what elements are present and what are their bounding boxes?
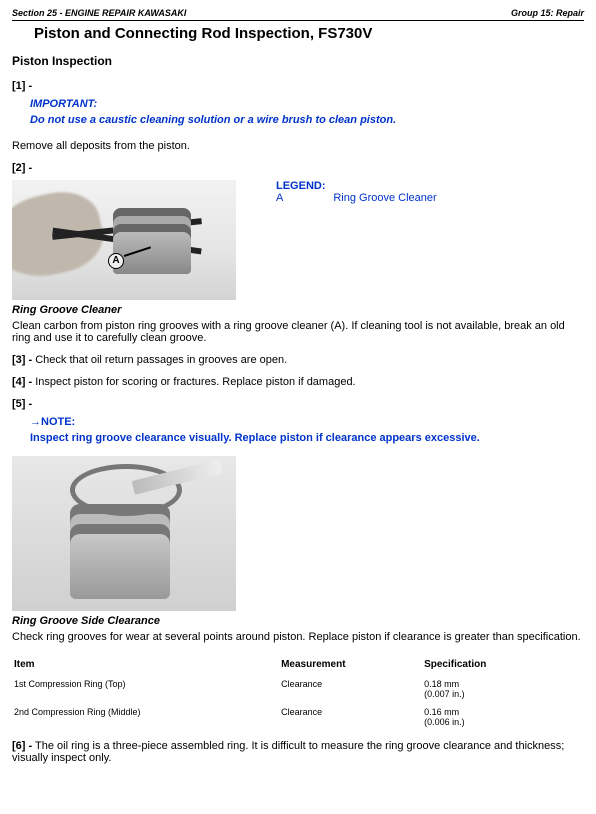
header-right: Group 15: Repair (511, 8, 584, 18)
piston-shape-1 (113, 208, 191, 274)
spec-h-specification: Specification (424, 655, 582, 674)
figure-ring-groove-cleaner: A (12, 180, 236, 300)
step-6-text: [6] - The oil ring is a three-piece asse… (12, 740, 564, 764)
spec-header-row: Item Measurement Specification (14, 655, 582, 674)
figure-1-row: A LEGEND: A Ring Groove Cleaner (12, 180, 584, 300)
spec-h-item: Item (14, 655, 279, 674)
spec-r1-spec: 0.18 mm (0.007 in.) (424, 676, 582, 702)
legend-key-a: A (276, 192, 283, 204)
important-label: IMPORTANT: (30, 98, 584, 110)
step-4-text: [4] - Inspect piston for scoring or frac… (12, 376, 356, 388)
step-1-num: [1] - (12, 80, 584, 92)
spec-r1-mm: 0.18 mm (424, 679, 582, 689)
step-3-text: [3] - Check that oil return passages in … (12, 354, 287, 366)
note-text: Inspect ring groove clearance visually. … (30, 432, 584, 444)
header-left: Section 25 - ENGINE REPAIR KAWASAKI (12, 8, 186, 18)
callout-label-a: A (108, 253, 124, 269)
legend-val-a: Ring Groove Cleaner (333, 192, 436, 204)
spec-r2-in: (0.006 in.) (424, 717, 582, 727)
spec-r1-item: 1st Compression Ring (Top) (14, 676, 279, 702)
body-remove-deposits: Remove all deposits from the piston. (12, 140, 584, 152)
note-label: →NOTE: (30, 416, 584, 428)
page-title: Piston and Connecting Rod Inspection, FS… (34, 25, 584, 42)
page-header: Section 25 - ENGINE REPAIR KAWASAKI Grou… (12, 8, 584, 21)
figure-1-caption: Ring Groove Cleaner (12, 304, 584, 316)
step-6: [6] - The oil ring is a three-piece asse… (12, 740, 584, 764)
legend-row-a: A Ring Groove Cleaner (276, 192, 437, 204)
legend-title: LEGEND: (276, 180, 437, 192)
step-2-num: [2] - (12, 162, 584, 174)
figure-2-text: Check ring grooves for wear at several p… (12, 631, 584, 643)
spec-row-1: 1st Compression Ring (Top) Clearance 0.1… (14, 676, 582, 702)
spec-r2-spec: 0.16 mm (0.006 in.) (424, 704, 582, 730)
spec-r1-measurement: Clearance (281, 676, 422, 702)
spec-h-measurement: Measurement (281, 655, 422, 674)
page-subtitle: Piston Inspection (12, 54, 584, 68)
spec-r1-in: (0.007 in.) (424, 689, 582, 699)
legend-block: LEGEND: A Ring Groove Cleaner (276, 180, 437, 204)
figure-2-caption: Ring Groove Side Clearance (12, 615, 584, 627)
important-text: Do not use a caustic cleaning solution o… (30, 114, 584, 126)
step-3: [3] - Check that oil return passages in … (12, 354, 584, 366)
spec-r2-mm: 0.16 mm (424, 707, 582, 717)
figure-ring-groove-side-clearance (12, 456, 236, 611)
spec-r2-measurement: Clearance (281, 704, 422, 730)
spec-row-2: 2nd Compression Ring (Middle) Clearance … (14, 704, 582, 730)
figure-1-text: Clean carbon from piston ring grooves wi… (12, 320, 584, 344)
piston-shape-2 (70, 504, 170, 599)
step-4: [4] - Inspect piston for scoring or frac… (12, 376, 584, 388)
spec-r2-item: 2nd Compression Ring (Middle) (14, 704, 279, 730)
step-5-num: [5] - (12, 398, 584, 410)
spec-table: Item Measurement Specification 1st Compr… (12, 653, 584, 732)
